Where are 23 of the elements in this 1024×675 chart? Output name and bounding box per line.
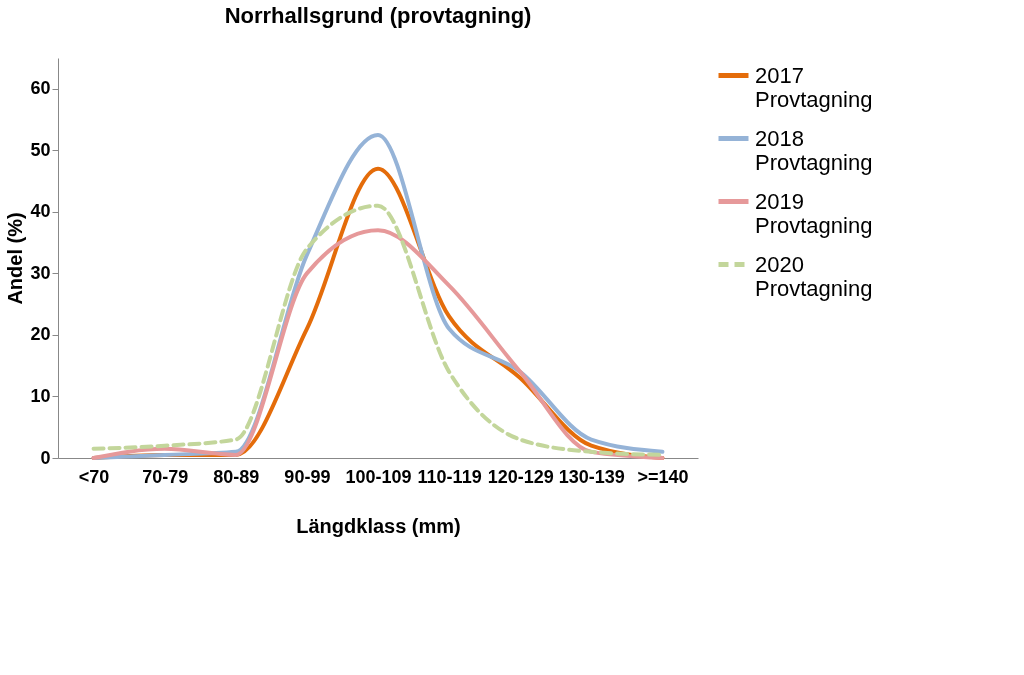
x-tick-label: 90-99 xyxy=(284,466,331,487)
x-tick-label: 100-109 xyxy=(345,466,412,487)
chart-title: Norrhallsgrund (provtagning) xyxy=(224,3,532,28)
y-axis-title: Andel (%) xyxy=(4,212,27,305)
legend-label: 2018 Provtagning xyxy=(755,125,873,175)
y-tick-label: 40 xyxy=(30,201,51,222)
y-tick-label: 30 xyxy=(30,262,51,283)
y-tick-label: 0 xyxy=(40,447,51,468)
x-tick-label: 110-119 xyxy=(417,466,482,487)
x-tick-label: <70 xyxy=(78,466,110,487)
y-tick-label: 20 xyxy=(30,324,51,345)
legend-label: 2020 Provtagning xyxy=(755,251,873,301)
x-axis-title: Längdklass (mm) xyxy=(296,514,461,537)
y-tick-label: 50 xyxy=(30,139,51,160)
x-tick-label: 120-129 xyxy=(487,466,554,487)
y-tick-label: 10 xyxy=(30,385,51,406)
x-tick-label: 130-139 xyxy=(558,466,625,487)
x-tick-label: 80-89 xyxy=(213,466,260,487)
legend-label: 2019 Provtagning xyxy=(755,188,873,238)
x-tick-label: 70-79 xyxy=(142,466,189,487)
y-tick-label: 60 xyxy=(30,78,51,99)
x-tick-label: >=140 xyxy=(637,466,689,487)
legend-label: 2017 Provtagning xyxy=(755,62,873,112)
